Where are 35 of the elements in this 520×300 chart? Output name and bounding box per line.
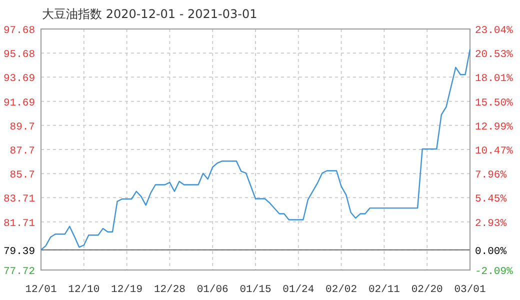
y2-tick-label: 7.96% xyxy=(475,170,508,182)
x-tick-label: 02/02 xyxy=(326,284,358,296)
y-tick-label: 87.7 xyxy=(10,146,35,158)
y2-tick-label: 23.04% xyxy=(475,25,514,37)
y2-tick-label: 10.47% xyxy=(475,146,514,158)
y2-tick-label: 2.93% xyxy=(475,218,508,230)
y2-tick-label: 12.99% xyxy=(475,121,514,134)
y-tick-label: 97.68 xyxy=(3,25,35,37)
y2-tick-label: 0.00% xyxy=(475,246,508,258)
y-tick-label: 93.69 xyxy=(3,73,35,86)
chart-title: 大豆油指数 2020-12-01 - 2021-03-01 xyxy=(42,7,258,21)
x-tick-label: 12/19 xyxy=(111,284,143,296)
y-tick-label: 81.71 xyxy=(3,218,35,230)
x-tick-label: 02/11 xyxy=(368,284,400,296)
line-series xyxy=(40,48,471,250)
y2-tick-label: 18.01% xyxy=(475,73,514,86)
x-tick-label: 12/28 xyxy=(154,284,186,296)
y2-tick-label: 20.53% xyxy=(475,49,514,62)
y-tick-label: 83.71 xyxy=(3,194,35,206)
y-tick-label: 91.69 xyxy=(3,97,35,110)
y-tick-label: 77.72 xyxy=(3,266,35,278)
y-tick-label: 95.68 xyxy=(3,49,35,62)
y2-tick-label: -2.09% xyxy=(475,266,514,278)
y-tick-label: 79.39 xyxy=(3,246,35,258)
y-tick-label: 89.7 xyxy=(10,121,35,134)
y2-tick-label: 15.50% xyxy=(475,97,514,110)
x-tick-label: 02/20 xyxy=(411,284,443,296)
y2-tick-label: 5.45% xyxy=(475,194,508,206)
x-tick-label: 01/24 xyxy=(282,284,314,296)
x-tick-label: 12/01 xyxy=(25,284,57,296)
y-tick-label: 85.7 xyxy=(10,170,35,182)
x-tick-label: 01/06 xyxy=(196,284,228,296)
x-tick-label: 01/15 xyxy=(240,284,272,296)
x-tick-label: 12/10 xyxy=(68,284,100,296)
x-tick-label: 03/01 xyxy=(454,284,486,296)
